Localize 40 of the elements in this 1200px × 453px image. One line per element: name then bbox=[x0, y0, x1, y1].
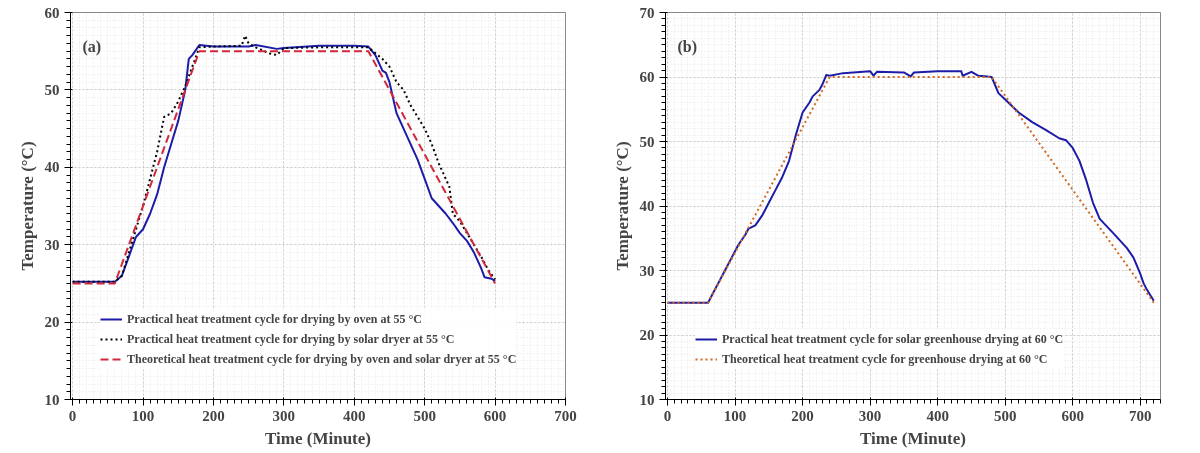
y-tick-label: 10 bbox=[44, 391, 60, 408]
y-tick-label: 30 bbox=[44, 236, 60, 253]
x-axis-title: Time (Minute) bbox=[860, 428, 966, 448]
y-tick-label: 60 bbox=[44, 4, 60, 21]
y-tick-label: 70 bbox=[639, 4, 655, 21]
y-tick-label: 50 bbox=[44, 81, 60, 98]
legend-label: Practical heat treatment cycle for drying by oven at 55 °C bbox=[127, 311, 422, 327]
y-tick-label: 60 bbox=[639, 69, 655, 85]
legend-label: Theoretical heat treatment cycle for greenhouse drying at 60 °C bbox=[722, 351, 1048, 367]
annotation: (b) bbox=[677, 37, 698, 56]
x-axis-title: Time (Minute) bbox=[265, 428, 371, 448]
y-tick-label: 30 bbox=[639, 262, 655, 279]
y-tick-label: 40 bbox=[639, 198, 655, 214]
x-tick-label: 300 bbox=[858, 407, 882, 424]
y-tick-label: 20 bbox=[639, 327, 655, 343]
x-tick-label: 200 bbox=[791, 407, 814, 424]
x-tick-label: 100 bbox=[723, 407, 747, 424]
x-tick-label: 300 bbox=[272, 407, 296, 424]
x-tick-label: 0 bbox=[663, 407, 672, 424]
y-tick-label: 10 bbox=[639, 391, 655, 408]
y-axis-title: Temperature (°C) bbox=[612, 141, 632, 271]
y-tick-label: 20 bbox=[44, 314, 60, 331]
x-tick-label: 700 bbox=[1128, 407, 1152, 424]
x-tick-label: 200 bbox=[202, 407, 225, 424]
y-tick-label: 40 bbox=[44, 159, 60, 176]
x-tick-label: 400 bbox=[926, 407, 949, 424]
legend-label: Practical heat treatment cycle for drying by solar dryer at 55 °C bbox=[127, 331, 455, 347]
x-tick-label: 100 bbox=[131, 407, 155, 424]
x-tick-label: 400 bbox=[343, 407, 366, 424]
legend-label: Practical heat treatment cycle for solar greenhouse drying at 60 °C bbox=[722, 331, 1064, 347]
x-tick-label: 0 bbox=[68, 407, 77, 424]
x-tick-label: 700 bbox=[554, 407, 577, 424]
x-tick-label: 500 bbox=[993, 407, 1017, 424]
x-tick-label: 500 bbox=[413, 407, 436, 424]
x-tick-label: 600 bbox=[1061, 407, 1084, 424]
legend-label: Theoretical heat treatment cycle for drying by oven and solar dryer at 55 °C bbox=[127, 351, 517, 367]
y-tick-label: 50 bbox=[639, 133, 655, 150]
y-axis-title: Temperature (°C) bbox=[17, 141, 37, 271]
annotation: (a) bbox=[82, 37, 102, 56]
x-tick-label: 600 bbox=[483, 407, 507, 424]
